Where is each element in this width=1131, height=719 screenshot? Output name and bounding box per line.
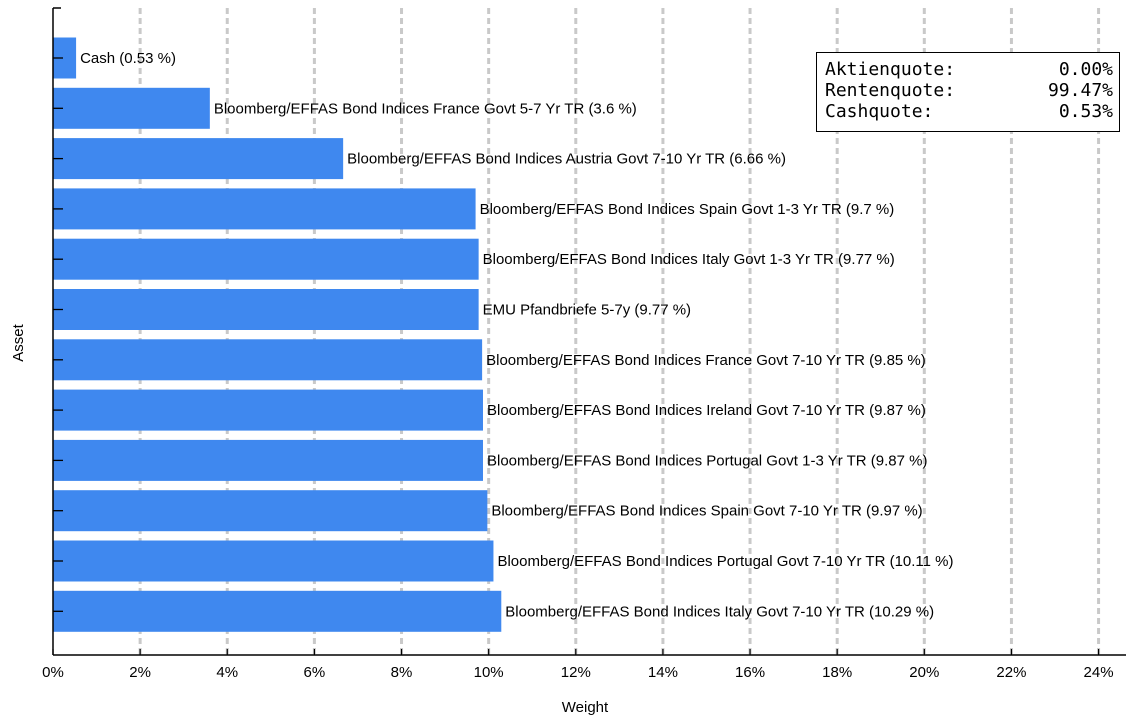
bar-label: Bloomberg/EFFAS Bond Indices Spain Govt …	[480, 201, 895, 218]
bar	[53, 238, 479, 280]
x-tick-label: 18%	[822, 664, 852, 681]
bar	[53, 339, 483, 381]
allocation-summary-box: Aktienquote: 0.00% Rentenquote: 99.47% C…	[816, 52, 1120, 132]
summary-value: 0.00%	[1058, 59, 1113, 80]
bar	[53, 289, 479, 330]
bar-label: Bloomberg/EFFAS Bond Indices Portugal Go…	[497, 553, 953, 570]
x-tick-label: 22%	[996, 664, 1026, 681]
summary-label: Cashquote:	[825, 101, 934, 122]
bar-labels: Cash (0.53 %) Bloomberg/EFFAS Bond Indice…	[80, 50, 953, 620]
bar	[53, 540, 494, 582]
x-axis-title: Weight	[562, 699, 609, 716]
bar-label: EMU Pfandbriefe 5-7y (9.77 %)	[483, 302, 691, 319]
x-tick-label: 4%	[216, 664, 238, 681]
x-tick-label: 14%	[648, 664, 678, 681]
bar-label: Cash (0.53 %)	[80, 50, 176, 67]
bar-label: Bloomberg/EFFAS Bond Indices Portugal Go…	[487, 452, 927, 469]
x-tick-label: 12%	[561, 664, 591, 681]
bars	[53, 37, 502, 632]
bar	[53, 590, 502, 632]
bar-label: Bloomberg/EFFAS Bond Indices Austria Gov…	[347, 151, 786, 168]
bar	[53, 87, 210, 129]
summary-value: 99.47%	[1047, 80, 1113, 101]
bar	[53, 188, 476, 230]
x-tick-label: 2%	[129, 664, 151, 681]
summary-row-cash: Cashquote: 0.53%	[825, 101, 1113, 122]
bar	[53, 138, 344, 180]
summary-value: 0.53%	[1058, 101, 1113, 122]
x-tick-label: 16%	[735, 664, 765, 681]
bar-label: Bloomberg/EFFAS Bond Indices Ireland Gov…	[487, 402, 926, 419]
x-tick-label: 24%	[1084, 664, 1114, 681]
axes: 0% 2% 4% 6% 8% 10% 12% 14% 16% 18% 20% 22% 24%	[42, 7, 1126, 681]
y-axis-title: Asset	[10, 323, 27, 361]
bar	[53, 37, 77, 79]
bar	[53, 490, 488, 532]
summary-label: Aktienquote:	[825, 59, 956, 80]
bar-label: Bloomberg/EFFAS Bond Indices Spain Govt …	[491, 503, 922, 520]
x-tick-label: 20%	[909, 664, 939, 681]
x-tick-label: 0%	[42, 664, 64, 681]
x-tick-label: 6%	[304, 664, 326, 681]
grid-lines	[138, 8, 1101, 655]
summary-row-bonds: Rentenquote: 99.47%	[825, 80, 1113, 101]
bar-label: Bloomberg/EFFAS Bond Indices France Govt…	[486, 352, 926, 369]
bar	[53, 439, 483, 481]
x-tick-label: 10%	[474, 664, 504, 681]
summary-label: Rentenquote:	[825, 80, 956, 101]
bar-label: Bloomberg/EFFAS Bond Indices Italy Govt …	[505, 603, 934, 620]
bar-label: Bloomberg/EFFAS Bond Indices France Govt…	[214, 100, 637, 117]
bar	[53, 389, 483, 431]
summary-row-equity: Aktienquote: 0.00%	[825, 59, 1113, 80]
x-tick-label: 8%	[391, 664, 413, 681]
bar-label: Bloomberg/EFFAS Bond Indices Italy Govt …	[483, 251, 895, 268]
